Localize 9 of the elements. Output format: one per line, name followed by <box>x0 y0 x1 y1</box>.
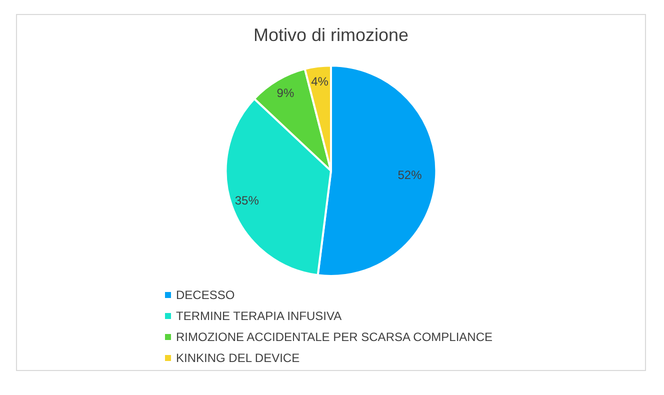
legend-label: TERMINE TERAPIA INFUSIVA <box>176 308 342 322</box>
legend-label: DECESSO <box>176 288 235 302</box>
legend-label: KINKING DEL DEVICE <box>176 350 300 364</box>
data-label: 4% <box>311 74 329 88</box>
data-label: 52% <box>398 168 422 182</box>
legend-label: RIMOZIONE ACCIDENTALE PER SCARSA COMPLIANCE <box>176 330 493 344</box>
chart-title: Motivo di rimozione <box>253 24 409 45</box>
data-label: 9% <box>276 86 294 100</box>
data-label: 35% <box>234 193 260 208</box>
